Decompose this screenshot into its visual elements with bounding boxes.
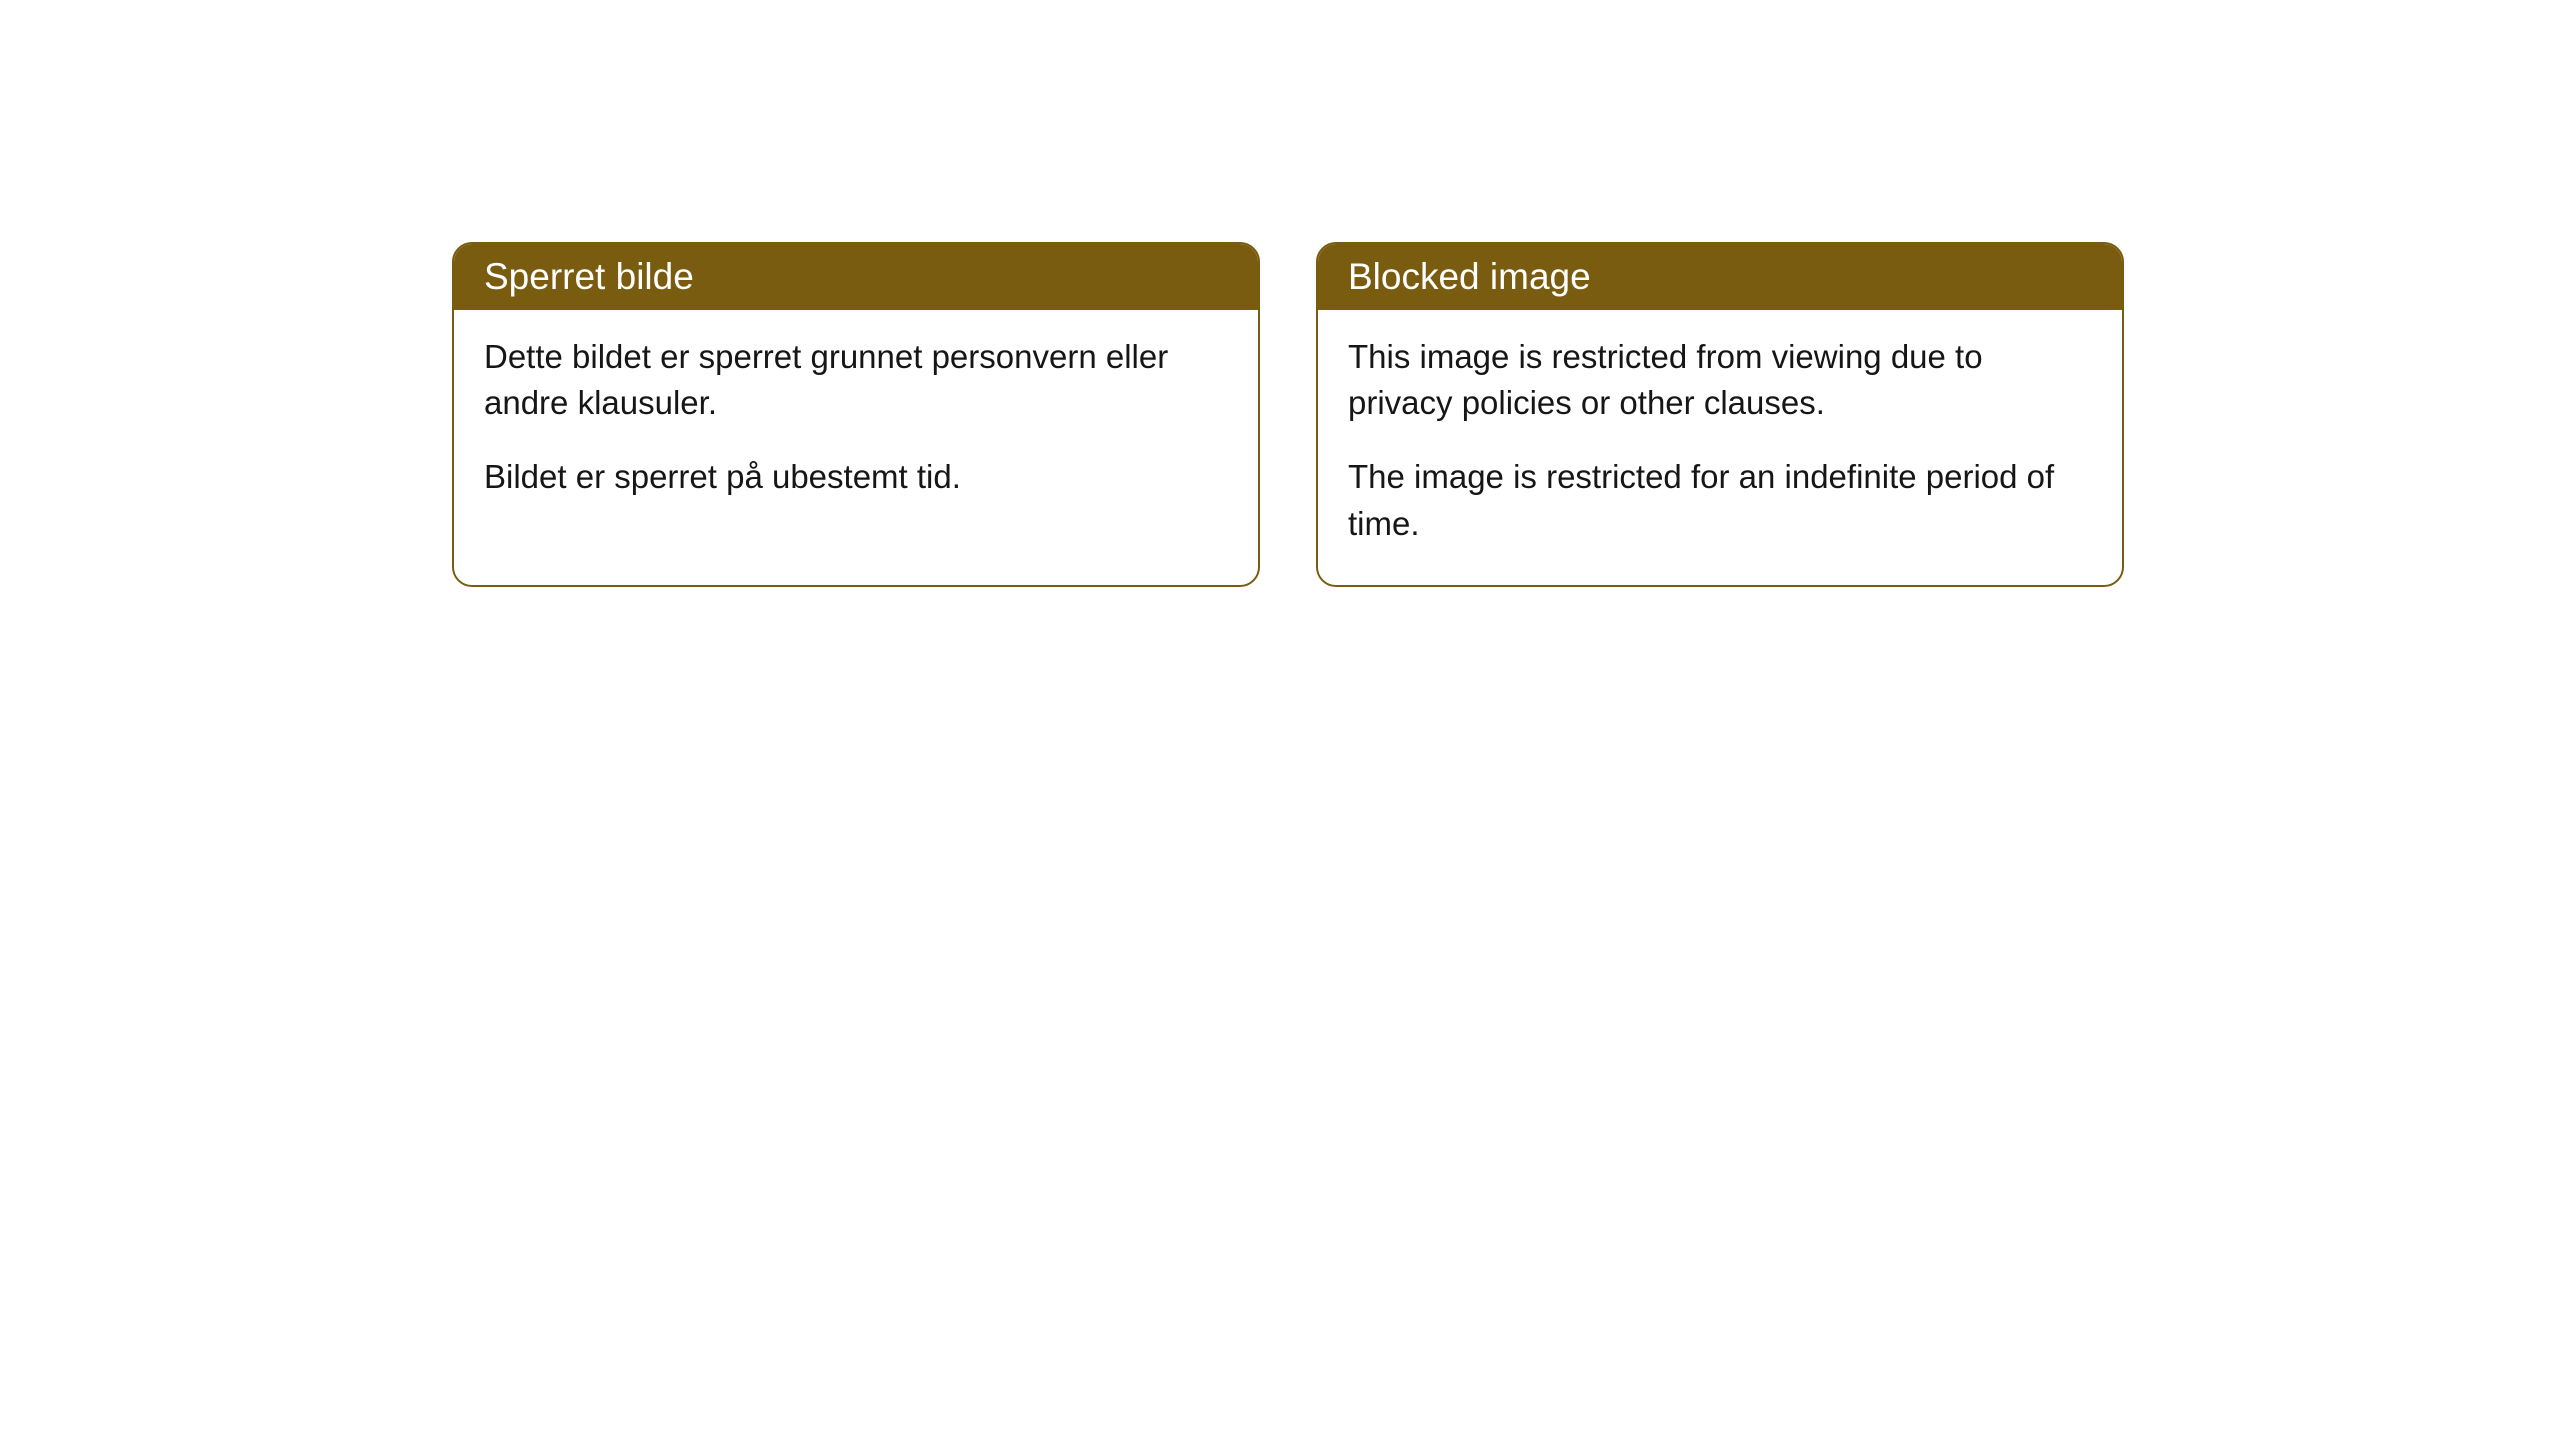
card-title: Blocked image xyxy=(1348,256,1591,297)
card-paragraph: Dette bildet er sperret grunnet personve… xyxy=(484,334,1228,426)
card-header-norwegian: Sperret bilde xyxy=(454,244,1258,310)
card-title: Sperret bilde xyxy=(484,256,694,297)
card-body-english: This image is restricted from viewing du… xyxy=(1318,310,2122,585)
notice-card-english: Blocked image This image is restricted f… xyxy=(1316,242,2124,587)
notice-card-norwegian: Sperret bilde Dette bildet er sperret gr… xyxy=(452,242,1260,587)
card-paragraph: The image is restricted for an indefinit… xyxy=(1348,454,2092,546)
card-body-norwegian: Dette bildet er sperret grunnet personve… xyxy=(454,310,1258,539)
card-header-english: Blocked image xyxy=(1318,244,2122,310)
card-paragraph: Bildet er sperret på ubestemt tid. xyxy=(484,454,1228,500)
card-paragraph: This image is restricted from viewing du… xyxy=(1348,334,2092,426)
notice-container: Sperret bilde Dette bildet er sperret gr… xyxy=(452,242,2124,587)
